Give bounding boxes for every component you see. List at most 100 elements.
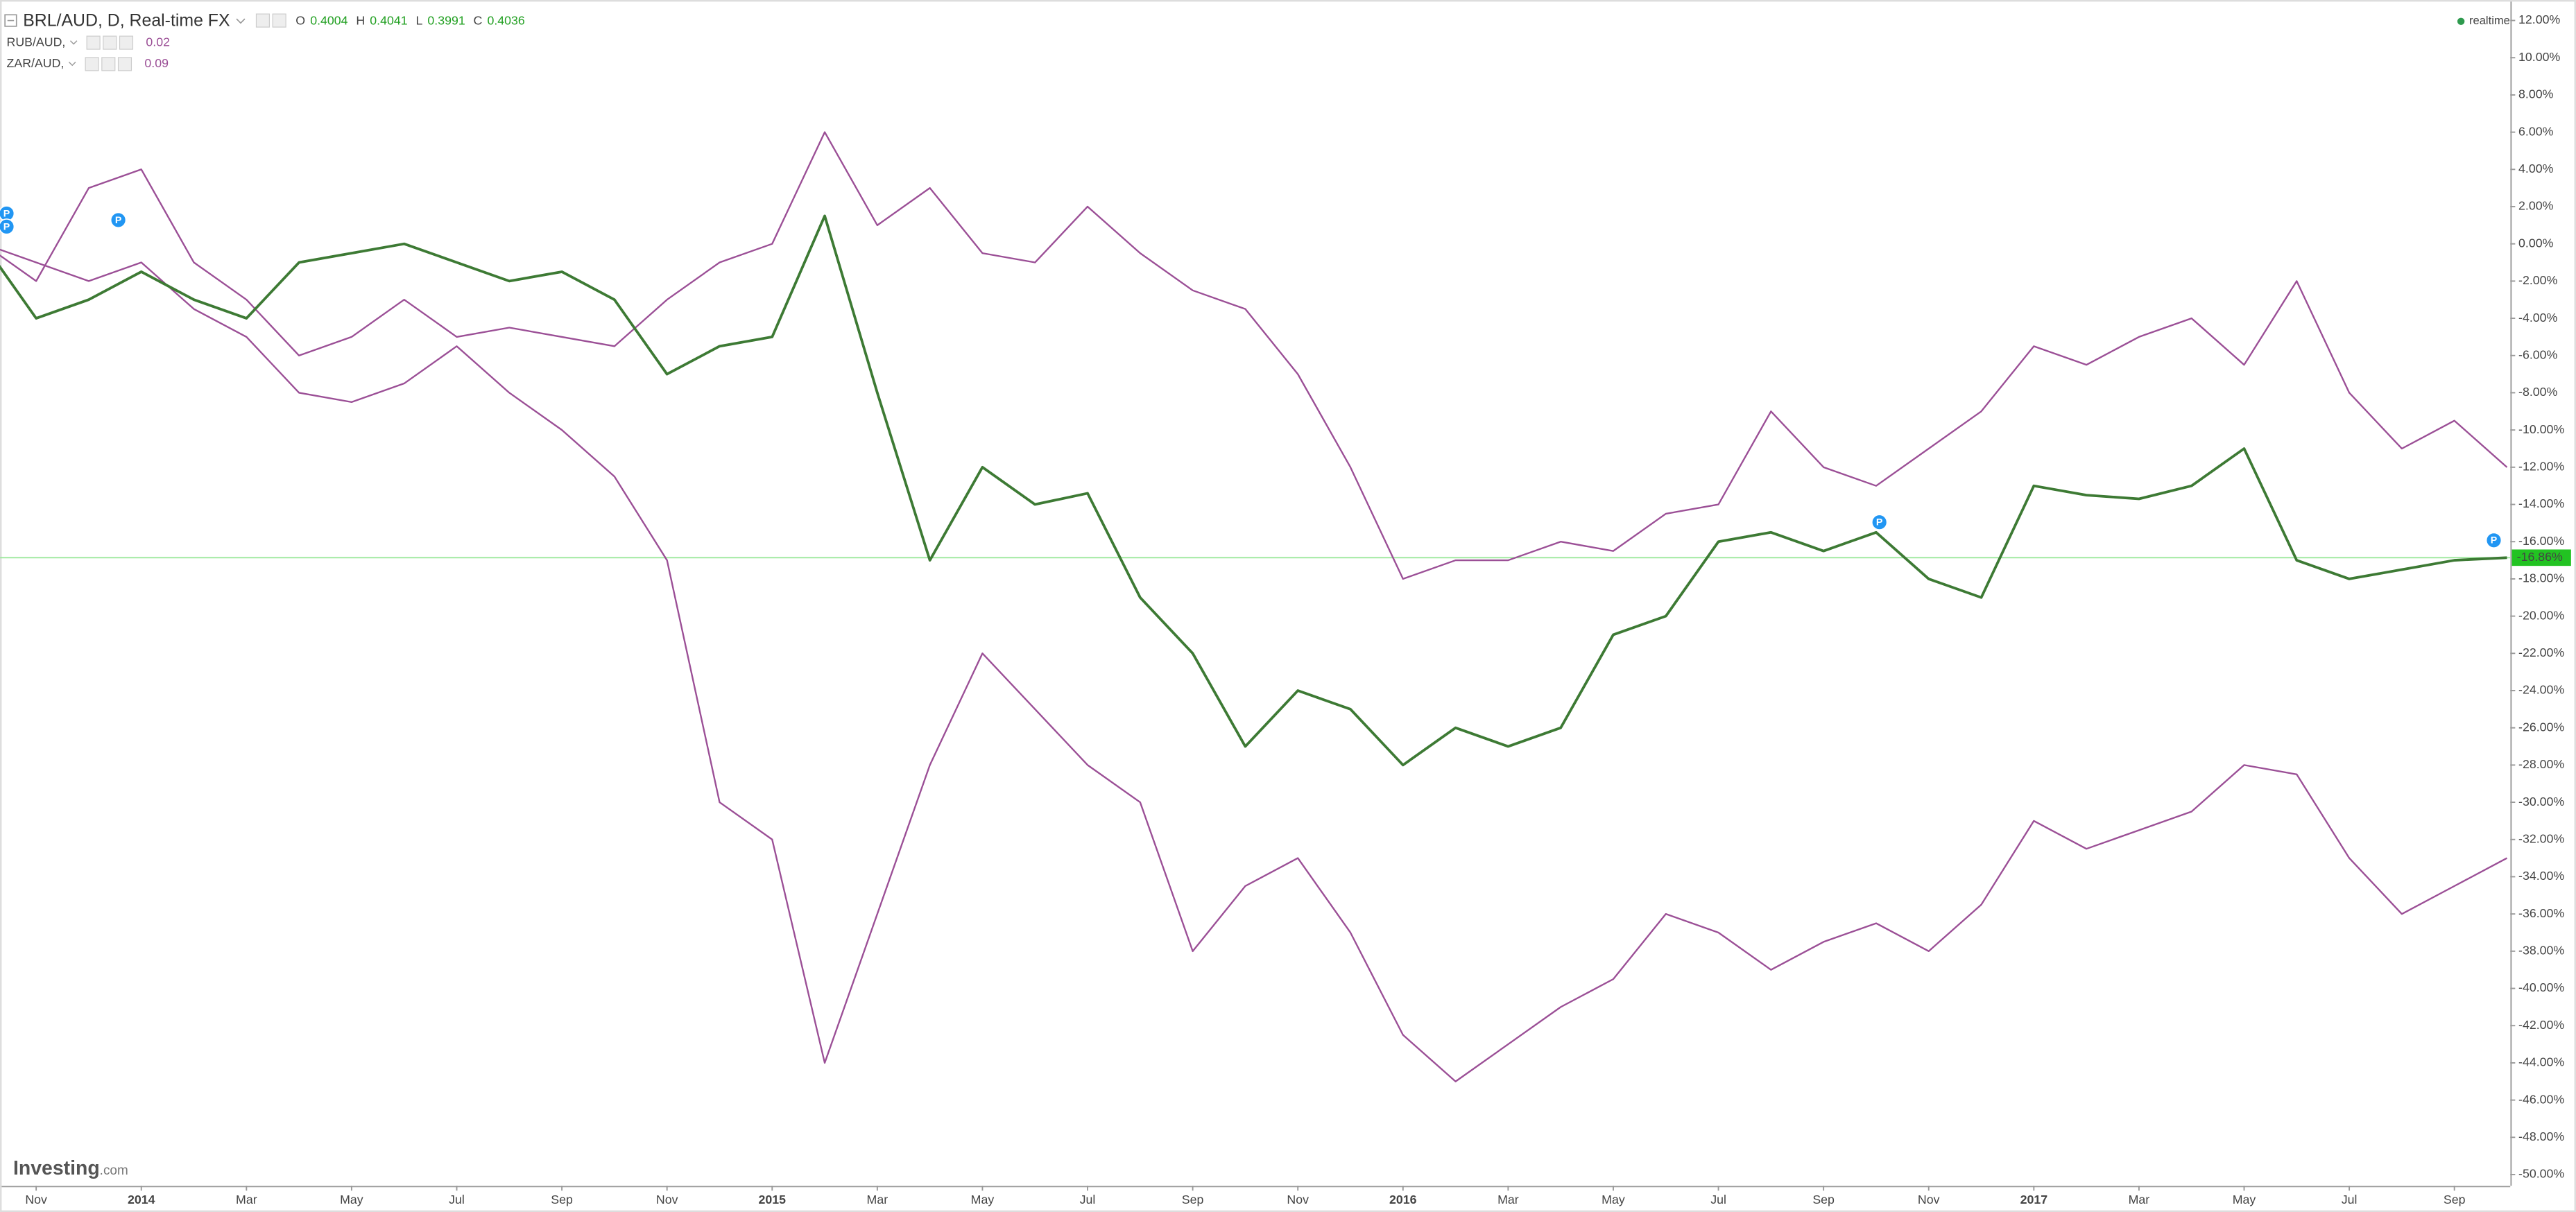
series-line [0,131,2508,580]
legend-button [272,13,286,28]
x-tick-label: 2014 [128,1193,155,1206]
legend-button [85,57,99,71]
legend: BRL/AUD, D, Real-time FX O 0.4004 H 0.4041 L 0… [4,10,525,71]
x-tick-label: Nov [1287,1193,1309,1206]
x-tick-label: Sep [2444,1193,2466,1206]
legend-entry: ZAR/AUD, [7,56,65,70]
y-tick-label: -34.00% [2518,869,2564,883]
compare-value: 0.02 [146,35,170,49]
y-tick-label: -32.00% [2518,831,2564,845]
collapse-button [4,14,17,27]
x-tick-label: Jul [1080,1193,1096,1206]
x-tick-label: May [1602,1193,1625,1206]
status-dot [2457,17,2465,26]
y-tick-label: -6.00% [2518,347,2557,361]
x-tick-label: Jul [2342,1193,2358,1206]
current-value-box [2511,549,2571,566]
x-tick-label: 2017 [2020,1193,2048,1206]
x-tick-label: Jul [1710,1193,1726,1206]
y-tick-label: -24.00% [2518,683,2564,697]
logo: Investing [13,1157,100,1179]
y-tick-label: -36.00% [2518,906,2564,920]
legend-button [103,35,117,50]
y-tick-label: 4.00% [2518,162,2554,175]
y-tick-label: -14.00% [2518,496,2564,510]
event-marker [1871,514,1888,530]
x-tick-label: Nov [1918,1193,1940,1206]
status: realtime [2469,14,2510,27]
legend-button [119,35,134,50]
event-marker [110,211,127,229]
x-tick-label: Mar [867,1193,888,1206]
x-tick-label: Nov [656,1193,678,1206]
y-tick-label: -28.00% [2518,757,2564,771]
legend-button [117,57,132,71]
y-tick-label: -30.00% [2518,795,2564,808]
legend-button [101,57,116,71]
event-marker-label: P [3,208,10,219]
y-tick-label: -48.00% [2518,1129,2564,1143]
current-value-label: -16.86% [2517,550,2563,564]
x-tick-label: May [971,1193,995,1206]
y-tick-label: 12.00% [2518,12,2560,26]
x-tick-label: Sep [1182,1193,1204,1206]
compare-value: 0.09 [144,56,169,70]
y-tick-label: 0.00% [2518,236,2554,250]
y-tick-label: -12.00% [2518,460,2564,474]
event-marker-label: P [1876,517,1882,528]
legend-main: BRL/AUD, D, Real-time FX [23,10,230,30]
logo-suffix: .com [100,1163,128,1178]
y-tick-label: 6.00% [2518,124,2554,138]
x-tick-label: May [340,1193,363,1206]
y-tick-label: -8.00% [2518,385,2557,399]
ohlc-key: L [415,13,422,27]
dropdown [236,18,246,24]
dropdown [68,62,76,67]
x-tick-label: Sep [1812,1193,1835,1206]
x-tick-label: Mar [1497,1193,1519,1206]
y-tick-label: -38.00% [2518,944,2564,958]
legend-entry: RUB/AUD, [7,35,66,49]
ohlc-value: 0.4004 [310,13,347,27]
ohlc-value: 0.4041 [370,13,407,27]
y-tick-label: -50.00% [2518,1167,2564,1181]
y-tick-label: -42.00% [2518,1018,2564,1032]
y-tick-label: -4.00% [2518,311,2557,324]
series-line [0,248,2508,1082]
event-marker [0,218,15,235]
y-tick-label: -16.00% [2518,534,2564,548]
event-marker-label: P [115,215,121,226]
legend-button [86,35,101,50]
y-tick-label: -46.00% [2518,1092,2564,1106]
legend-button [255,13,271,28]
y-tick-label: -20.00% [2518,608,2564,622]
y-tick-label: -18.00% [2518,571,2564,585]
ohlc-value: 0.3991 [427,13,465,27]
y-tick-label: -44.00% [2518,1055,2564,1069]
series-line [0,214,2507,767]
y-tick-label: -40.00% [2518,980,2564,994]
event-marker-label: P [2491,535,2497,546]
x-tick-label: May [2233,1193,2256,1206]
x-tick-label: Nov [25,1193,47,1206]
x-tick-label: Jul [449,1193,465,1206]
x-tick-label: Sep [551,1193,573,1206]
y-tick-label: -26.00% [2518,720,2564,734]
x-tick-label: 2016 [1389,1193,1417,1206]
ohlc-key: C [474,13,483,27]
ohlc-key: H [356,13,365,27]
y-tick-label: -22.00% [2518,646,2564,659]
x-tick-label: 2015 [759,1193,787,1206]
ohlc-value: 0.4036 [488,13,525,27]
x-tick-label: Mar [2129,1193,2150,1206]
x-tick-label: Mar [236,1193,257,1206]
y-tick-label: -2.00% [2518,273,2557,287]
ohlc-key: O [295,13,305,27]
dropdown [69,40,78,45]
event-marker [2485,532,2502,548]
y-tick-label: -10.00% [2518,422,2564,436]
event-marker-label: P [3,221,10,232]
